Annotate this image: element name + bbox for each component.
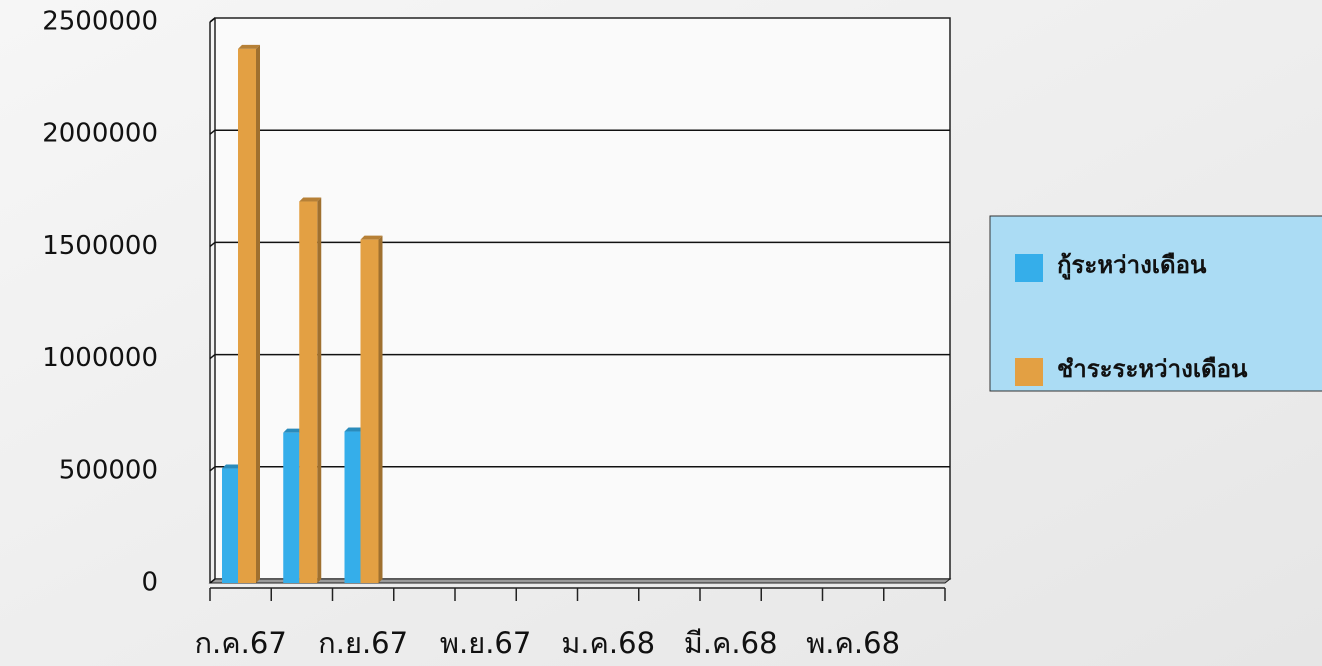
y-tick-label: 0 <box>141 568 158 598</box>
grid-line-side <box>209 129 216 135</box>
legend-label: กู้ระหว่างเดือน <box>1057 251 1207 280</box>
legend-swatch <box>1015 254 1043 282</box>
y-tick-label: 1500000 <box>42 231 158 261</box>
y-tick-label: 500000 <box>59 455 158 485</box>
x-tick-label: พ.ย.67 <box>440 626 531 660</box>
x-tick-label: พ.ค.68 <box>806 626 900 660</box>
x-tick-label: ก.ค.67 <box>194 626 286 660</box>
bar-side <box>378 235 383 583</box>
x-tick-label: มี.ค.68 <box>684 626 778 660</box>
bar-top <box>360 235 383 240</box>
grid-line-side <box>209 578 216 584</box>
bar-top <box>222 464 242 469</box>
x-tick-label: ม.ค.68 <box>561 626 655 660</box>
bar-top <box>344 427 365 432</box>
grid-line-side <box>209 466 216 472</box>
y-tick-label: 1000000 <box>42 343 158 373</box>
bar-top <box>283 428 304 433</box>
y-tick-label: 2500000 <box>42 7 158 37</box>
x-tick-label: ก.ย.67 <box>318 626 408 660</box>
bar <box>299 201 318 583</box>
bar <box>360 239 379 583</box>
bar-top <box>299 197 322 202</box>
bar <box>238 48 256 584</box>
legend-box <box>989 215 1322 392</box>
grid-line-side <box>209 17 216 23</box>
floor <box>208 578 952 584</box>
grid-line-side <box>209 354 216 360</box>
legend-swatch <box>1015 358 1043 386</box>
grid-line-side <box>209 241 216 247</box>
bar-side <box>256 44 260 584</box>
bar-top <box>238 44 260 49</box>
bar <box>283 432 300 583</box>
bar <box>222 468 238 583</box>
bar-side <box>317 197 322 583</box>
y-tick-label: 2000000 <box>42 119 158 149</box>
legend-label: ชำระระหว่างเดือน <box>1057 355 1248 383</box>
bar <box>344 431 361 583</box>
back-wall <box>214 17 951 580</box>
